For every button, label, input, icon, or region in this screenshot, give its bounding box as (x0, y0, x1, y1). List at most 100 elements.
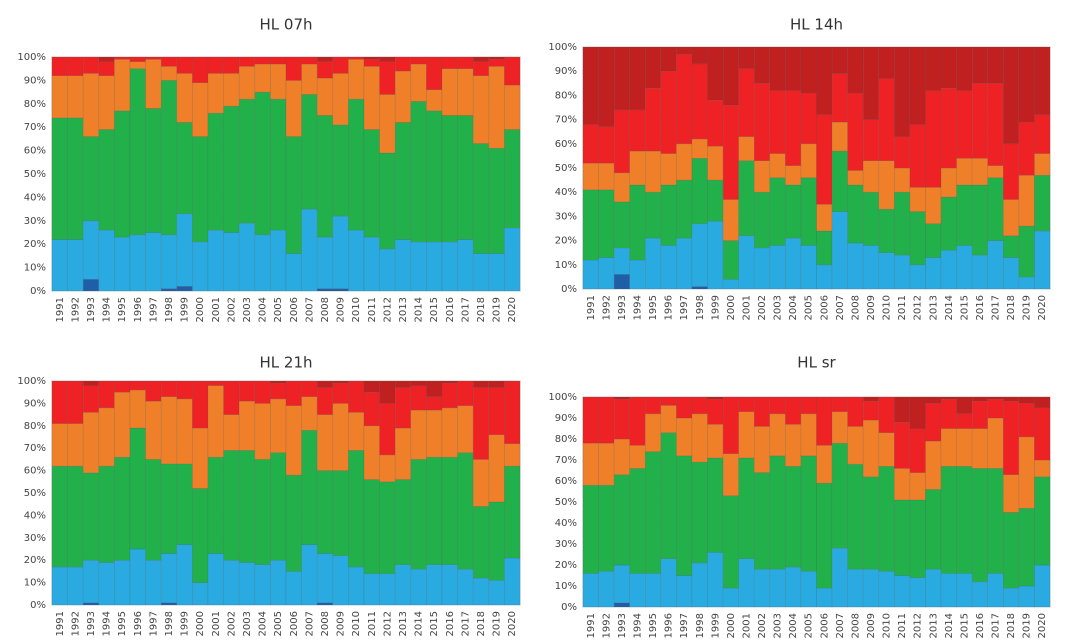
bar-segment (129, 389, 146, 429)
x-tick-label: 2018 (476, 297, 487, 322)
bar-segment (971, 428, 988, 469)
bar-segment (598, 571, 615, 608)
x-tick-label: 1992 (70, 611, 81, 636)
bar-segment (301, 56, 318, 65)
bar-segment (160, 56, 178, 67)
bar-segment (613, 564, 630, 604)
bar-segment (660, 153, 677, 186)
x-tick-label: 2014 (944, 613, 955, 638)
bar-segment (956, 90, 973, 159)
x-tick-label: 2017 (460, 297, 471, 322)
bar-segment (176, 463, 193, 545)
x-tick-label: 2004 (788, 613, 799, 638)
bar-segment (987, 468, 1004, 574)
bar-segment (457, 56, 474, 69)
bar-segment (582, 573, 599, 608)
bar-segment (332, 73, 349, 126)
y-tick-label: 100% (548, 392, 577, 403)
bar-segment (878, 396, 895, 433)
bar-segment (457, 405, 474, 453)
bar-segment (488, 148, 505, 254)
bar-segment (160, 602, 178, 606)
bar-segment (426, 456, 443, 565)
bar-segment (270, 98, 287, 231)
x-tick-label: 2001 (741, 613, 752, 638)
bar-segment (676, 143, 693, 181)
bar-segment (504, 380, 521, 444)
x-tick-label: 1998 (695, 295, 706, 320)
bar-segment (1003, 474, 1020, 513)
bar-segment (410, 568, 427, 606)
bar-segment (426, 380, 443, 397)
bar-segment (831, 121, 848, 152)
bar-segment (971, 581, 988, 608)
bar-segment (316, 414, 334, 471)
bar-segment (129, 68, 146, 236)
bar-segment (129, 380, 146, 391)
x-tick-label: 1992 (601, 295, 612, 320)
bar-segment (145, 380, 162, 402)
bar-segment (472, 577, 490, 606)
bar-segment (67, 239, 84, 292)
bar-segment (348, 412, 365, 451)
bar-segment (114, 559, 131, 606)
bar-segment (472, 75, 490, 144)
bar-segment (582, 46, 599, 125)
bar-segment (176, 380, 193, 400)
bar-segment (894, 136, 911, 169)
bar-segment (379, 481, 396, 574)
bar-segment (629, 259, 646, 290)
x-tick-label: 2017 (991, 295, 1002, 320)
bar-segment (582, 189, 599, 261)
bar-segment (909, 124, 926, 188)
bar-segment (629, 46, 646, 111)
bar-segment (67, 75, 84, 119)
bar-segment (82, 602, 100, 606)
bar-segment (160, 66, 178, 81)
bar-segment (676, 237, 693, 290)
x-tick-label: 2001 (741, 295, 752, 320)
bar-segment (645, 191, 662, 239)
x-tick-label: 1997 (148, 297, 159, 322)
bar-segment (98, 229, 115, 292)
bar-segment (363, 425, 380, 480)
bar-segment (878, 78, 895, 161)
bar-segment (394, 380, 412, 388)
bar-segment (738, 136, 755, 161)
bar-segment (738, 558, 755, 608)
bar-segment (472, 61, 490, 76)
bar-segment (785, 184, 802, 239)
bar-segment (207, 380, 224, 386)
bar-segment (800, 571, 817, 608)
bar-segment (254, 234, 271, 292)
x-tick-label: 2015 (959, 295, 970, 320)
bar-segment (98, 61, 115, 76)
bar-segment (223, 414, 240, 451)
bar-segment (145, 59, 162, 109)
x-tick-label: 2008 (850, 613, 861, 638)
bar-segment (785, 466, 802, 568)
bar-segment (987, 417, 1004, 469)
bar-segment (129, 548, 146, 606)
bar-segment (722, 240, 739, 280)
bar-segment (987, 165, 1004, 178)
bar-segment (1034, 230, 1051, 290)
bar-segment (816, 46, 833, 116)
bar-segment (660, 396, 677, 406)
bar-segment (363, 59, 380, 67)
bar-segment (847, 463, 864, 570)
bar-segment (940, 398, 957, 429)
y-tick-label: 100% (17, 52, 46, 63)
bar-segment (987, 398, 1004, 419)
bar-segment (145, 56, 162, 60)
bar-segment (1034, 396, 1051, 408)
y-tick-label: 30% (24, 216, 46, 227)
bar-segment (816, 230, 833, 266)
bar-segment (925, 403, 942, 442)
bar-segment (207, 553, 224, 606)
x-tick-label: 2013 (928, 613, 939, 638)
bar-segment (82, 559, 100, 604)
bar-segment (629, 109, 646, 152)
x-tick-label: 2014 (414, 297, 425, 322)
chart-title: HL sr (797, 354, 836, 372)
